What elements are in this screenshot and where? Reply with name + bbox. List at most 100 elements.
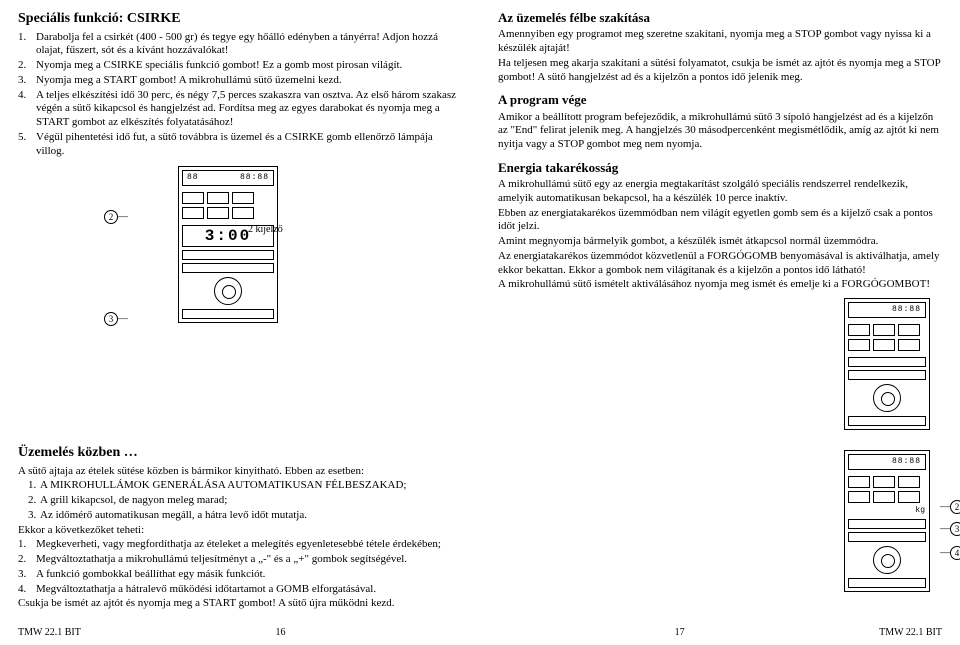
step-text: Nyomja meg a START gombot! A mikrohullám… xyxy=(36,74,342,88)
panel-button xyxy=(182,192,204,204)
panel-button xyxy=(873,324,895,336)
sublist: 1.A MIKROHULLÁMOK GENERÁLÁSA AUTOMATIKUS… xyxy=(18,479,679,522)
callout-bubble: 3 xyxy=(104,312,118,326)
paragraph: A sütő ajtaja az ételek sütése közben is… xyxy=(18,465,679,479)
display-right: 88:88 xyxy=(892,457,921,467)
page-footer: TMW 22.1 BIT 16 17 TMW 22.1 BIT xyxy=(18,627,942,640)
panel-button xyxy=(898,476,920,488)
step-text: A funkció gombokkal beállíthat egy másik… xyxy=(36,568,265,582)
panel-button xyxy=(873,491,895,503)
panel-button xyxy=(232,192,254,204)
step-num: 5. xyxy=(18,131,36,159)
callout-2: 2— xyxy=(104,210,128,224)
panel-button xyxy=(848,324,870,336)
panel-button xyxy=(232,207,254,219)
panel-button xyxy=(898,339,920,351)
step-text: Megkeverheti, vagy megfordíthatja az éte… xyxy=(36,538,441,552)
step-num: 3. xyxy=(18,509,40,523)
paragraph: Amikor a beállított program befejeződik,… xyxy=(498,111,942,152)
step-text: Megváltoztathatja a mikrohullámú teljesí… xyxy=(36,553,407,567)
microwave-panel-1: 88 88:88 3:00 xyxy=(178,166,278,323)
section-title-programvege: A program vége xyxy=(498,92,942,108)
step-text: Megváltoztathatja a hátralevő működési i… xyxy=(36,583,376,597)
paragraph: Csukja be ismét az ajtót és nyomja meg a… xyxy=(18,597,679,611)
microwave-panel-2: 88:88 xyxy=(844,298,930,430)
section-title-uzemeles: Üzemelés közben … xyxy=(18,444,679,462)
paragraph: Az energiatakarékos üzemmódot közvetlenü… xyxy=(498,250,942,278)
section-title-energia: Energia takarékosság xyxy=(498,160,942,176)
panel-button xyxy=(873,339,895,351)
step-num: 4. xyxy=(18,583,36,597)
step-text: Az időmérő automatikusan megáll, a hátra… xyxy=(40,509,307,523)
microwave-panel-3: 88:88 kg xyxy=(844,450,930,592)
step-num: 1. xyxy=(18,479,40,493)
panel-slot xyxy=(848,357,926,367)
section-title-felbeszakitas: Az üzemelés félbe szakítása xyxy=(498,10,942,26)
callout-2: —2 xyxy=(940,500,960,514)
step-text: A grill kikapcsol, de nagyon meleg marad… xyxy=(40,494,227,508)
paragraph: A mikrohullámú sütő ismételt aktiválásáh… xyxy=(498,278,942,292)
paragraph: Ebben az energiatakarékos üzemmódban nem… xyxy=(498,207,942,235)
callout-2-label: 2 kijelző xyxy=(248,224,283,237)
panel-button xyxy=(182,207,204,219)
step-text: Darabolja fel a csirkét (400 - 500 gr) é… xyxy=(36,31,462,59)
main-list: 1.Megkeverheti, vagy megfordíthatja az é… xyxy=(18,538,679,596)
step-text: A MIKROHULLÁMOK GENERÁLÁSA AUTOMATIKUSAN… xyxy=(40,479,406,493)
display-right: 88:88 xyxy=(892,305,921,315)
kg-label: kg xyxy=(915,506,925,516)
panel-display: 88:88 xyxy=(848,302,926,318)
section-title-csirke: Speciális funkció: CSIRKE xyxy=(18,10,462,28)
step-text: Végül pihentetési idő fut, a sütő tovább… xyxy=(36,131,462,159)
step-num: 2. xyxy=(18,59,36,73)
display-right: 88:88 xyxy=(240,173,269,183)
panel-display: 88:88 xyxy=(848,454,926,470)
step-num: 3. xyxy=(18,568,36,582)
panel-button xyxy=(848,476,870,488)
paragraph: Ekkor a következőket teheti: xyxy=(18,524,679,538)
panel-button xyxy=(848,491,870,503)
step-num: 2. xyxy=(18,494,40,508)
csirke-steps: 1.Darabolja fel a csirkét (400 - 500 gr)… xyxy=(18,31,462,159)
panel-button-row xyxy=(845,321,929,354)
step-num: 3. xyxy=(18,74,36,88)
panel-slot xyxy=(848,416,926,426)
footer-page-right: 17 xyxy=(480,627,879,640)
callout-label-text: 2 kijelző xyxy=(248,224,283,235)
step-text: Nyomja meg a CSIRKE speciális funkció go… xyxy=(36,59,402,73)
step-num: 1. xyxy=(18,31,36,59)
panel-slot xyxy=(848,370,926,380)
panel-button xyxy=(207,207,229,219)
callout-bubble: 2 xyxy=(950,500,960,514)
panel-dial xyxy=(214,277,242,305)
panel-slot xyxy=(182,309,274,319)
panel-button-row xyxy=(179,189,277,222)
step-text: A teljes elkészítési idő 30 perc, és nég… xyxy=(36,89,462,130)
paragraph: Ha teljesen meg akarja szakítani a sütés… xyxy=(498,57,942,85)
panel-display: 88 88:88 xyxy=(182,170,274,186)
panel-slot xyxy=(182,263,274,273)
callout-3: 3— xyxy=(104,312,128,326)
step-num: 2. xyxy=(18,553,36,567)
step-num: 4. xyxy=(18,89,36,130)
footer-page-left: 16 xyxy=(81,627,480,640)
panel-slot xyxy=(182,250,274,260)
callout-bubble: 3 xyxy=(950,522,960,536)
footer-model-left: TMW 22.1 BIT xyxy=(18,627,81,640)
panel-slot xyxy=(848,519,926,529)
display-left: 88 xyxy=(187,173,199,183)
panel-button xyxy=(873,476,895,488)
panel-dial xyxy=(873,384,901,412)
paragraph: A mikrohullámú sütő egy az energia megta… xyxy=(498,178,942,206)
panel-slot xyxy=(848,532,926,542)
panel-button xyxy=(848,339,870,351)
panel-slot xyxy=(848,578,926,588)
callout-bubble: 2 xyxy=(104,210,118,224)
panel-dial xyxy=(873,546,901,574)
panel-button xyxy=(898,491,920,503)
step-num: 1. xyxy=(18,538,36,552)
panel-button-row xyxy=(845,473,929,506)
callout-4: —4 xyxy=(940,546,960,560)
panel-button xyxy=(898,324,920,336)
callout-bubble: 4 xyxy=(950,546,960,560)
callout-3: —3 xyxy=(940,522,960,536)
